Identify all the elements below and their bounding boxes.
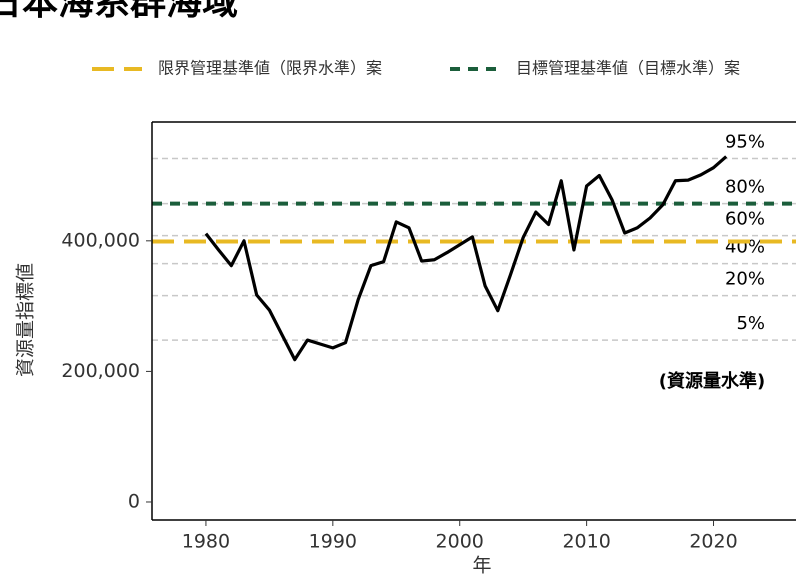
- x-tick-label: 2010: [562, 531, 610, 553]
- x-tick-label: 2000: [436, 531, 484, 553]
- level-label: 60%: [725, 209, 765, 230]
- chart-title: 日本海系群海域: [0, 0, 238, 23]
- y-axis-label: 資源量指標値: [15, 263, 37, 377]
- x-axis-label: 年: [472, 555, 491, 577]
- legend-label: 目標管理基準値（目標水準）案: [516, 59, 740, 78]
- x-tick-label: 2020: [689, 531, 737, 553]
- data-line: [204, 155, 728, 362]
- legend-label: 限界管理基準値（限界水準）案: [158, 59, 382, 78]
- y-tick-label: 400,000: [61, 229, 140, 251]
- level-label: 20%: [725, 269, 765, 290]
- annotation: (資源量水準): [659, 370, 765, 392]
- level-label: 95%: [725, 132, 765, 153]
- level-label: 80%: [725, 177, 765, 198]
- y-tick-label: 0: [128, 490, 140, 512]
- x-tick-label: 1980: [182, 531, 230, 553]
- x-tick-label: 1990: [309, 531, 357, 553]
- y-tick-label: 200,000: [61, 360, 140, 382]
- level-label: 5%: [736, 313, 765, 334]
